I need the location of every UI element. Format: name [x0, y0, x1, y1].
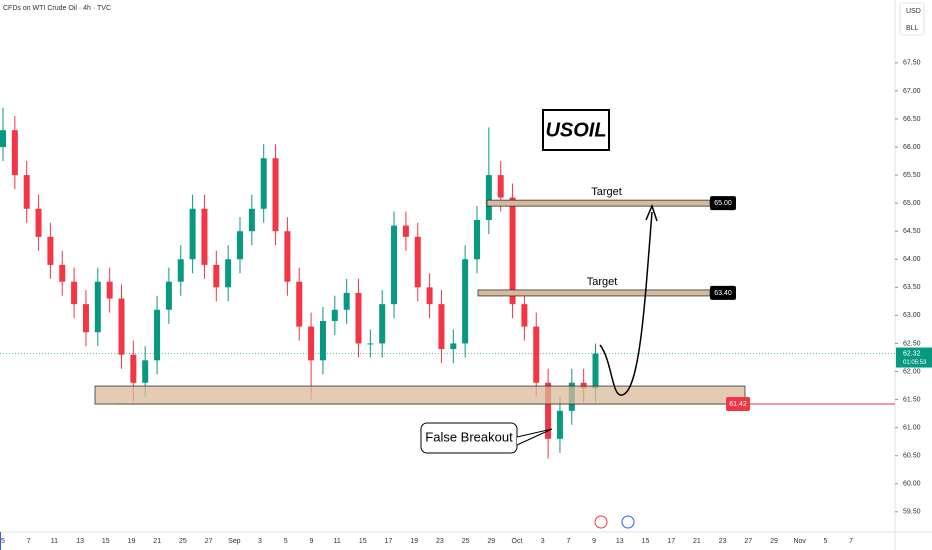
support-price-box	[726, 397, 750, 412]
last-price: 62.32	[903, 350, 921, 357]
x-tick-label: 29	[487, 538, 495, 545]
title-box	[542, 109, 610, 151]
y-tick-label: 61.50	[903, 396, 921, 403]
countdown: 01:05:53	[903, 360, 927, 366]
y-tick-label: 66.50	[903, 116, 921, 123]
x-tick-label: 5	[1, 538, 5, 545]
x-tick-label: 13	[76, 538, 84, 545]
x-tick-label: 15	[102, 538, 110, 545]
x-tick-label: 5	[823, 538, 827, 545]
target-price: 65.00	[714, 200, 732, 207]
x-tick-label: 9	[592, 538, 596, 545]
x-tick-label: 7	[849, 538, 853, 545]
symbol-label: CFDs on WTI Crude Oil · 4h · TVC	[3, 5, 111, 12]
x-tick-label: Nov	[793, 538, 806, 545]
y-tick-label: 60.50	[903, 453, 921, 460]
x-tick-label: 21	[153, 538, 161, 545]
x-tick-label: 19	[410, 538, 418, 545]
x-tick-label: 25	[462, 538, 470, 545]
x-tick-label: 5	[284, 538, 288, 545]
x-tick-label: Oct	[512, 538, 523, 545]
event-icon[interactable]	[621, 515, 635, 529]
x-tick-label: 15	[642, 538, 650, 545]
projection-arrow	[599, 211, 653, 396]
x-tick-label: 27	[205, 538, 213, 545]
support-price: 61.42	[729, 401, 747, 408]
support-zone	[94, 385, 746, 405]
x-tick-label: 3	[258, 538, 262, 545]
y-tick-label: 60.00	[903, 481, 921, 488]
y-tick-label: 59.50	[903, 509, 921, 516]
x-tick-label: 23	[719, 538, 727, 545]
target-price-box	[710, 285, 736, 300]
target-zone	[486, 199, 711, 207]
y-tick-label: 64.00	[903, 256, 921, 263]
x-tick-label: 7	[27, 538, 31, 545]
y-tick-label: 63.50	[903, 284, 921, 291]
y-tick-label: 65.00	[903, 200, 921, 207]
x-tick-label: 19	[128, 538, 136, 545]
x-tick-label: 21	[693, 538, 701, 545]
y-tick-label: 67.50	[903, 60, 921, 67]
x-tick-label: 7	[566, 538, 570, 545]
currency[interactable]: USD	[906, 8, 921, 15]
unit-box[interactable]	[899, 2, 925, 36]
y-tick-label: 61.00	[903, 424, 921, 431]
x-tick-label: 3	[541, 538, 545, 545]
unit[interactable]: BLL	[906, 25, 919, 32]
callout-pointer	[516, 428, 553, 446]
x-tick-label: 25	[179, 538, 187, 545]
x-tick-label: 17	[667, 538, 675, 545]
annotation: False Breakout	[425, 429, 513, 444]
arrow-head	[645, 203, 658, 222]
y-tick-label: 62.50	[903, 340, 921, 347]
y-tick-label: 67.00	[903, 88, 921, 95]
y-tick-label: 65.50	[903, 172, 921, 179]
chart-title: USOIL	[545, 119, 606, 141]
x-tick-label: 29	[770, 538, 778, 545]
event-icon[interactable]	[594, 515, 608, 529]
y-tick-label: 64.50	[903, 228, 921, 235]
x-tick-label: 11	[333, 538, 340, 545]
x-tick-label: 17	[385, 538, 393, 545]
x-tick-label: 9	[309, 538, 313, 545]
y-tick-label: 62.00	[903, 368, 921, 375]
target-zone	[477, 289, 711, 297]
x-tick-label: 27	[744, 538, 752, 545]
last-price-box	[896, 347, 932, 368]
x-tick-label: 13	[616, 538, 624, 545]
x-tick-label: Sep	[228, 538, 241, 545]
x-tick-label: 15	[359, 538, 367, 545]
y-tick-label: 63.00	[903, 312, 921, 319]
target-label: Target	[591, 186, 622, 198]
target-price: 63.40	[714, 290, 732, 297]
target-label: Target	[587, 276, 618, 288]
y-tick-label: 66.00	[903, 144, 921, 151]
x-tick-label: 23	[436, 538, 444, 545]
target-price-box	[710, 196, 736, 211]
x-tick-label: 11	[51, 538, 58, 545]
